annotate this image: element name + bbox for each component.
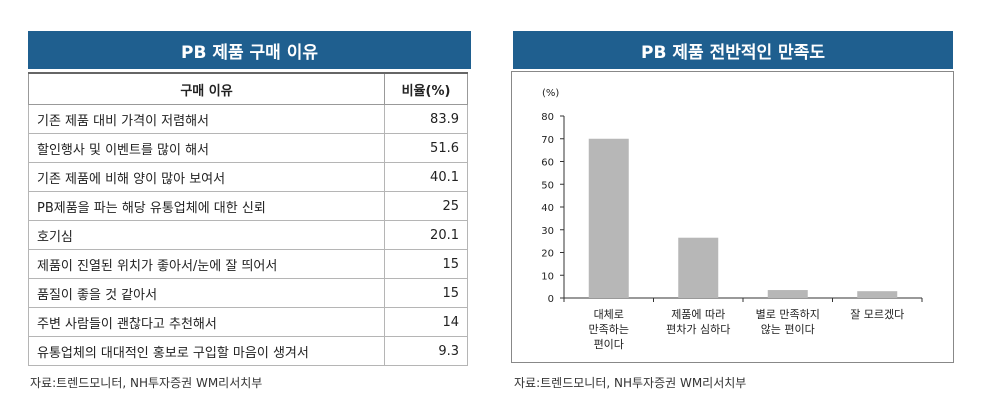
table-row: 유통업체의 대대적인 홍보로 구입할 마음이 생겨서 9.3 bbox=[28, 336, 468, 366]
purchase-reasons-title: PB 제품 구매 이유 bbox=[28, 31, 471, 69]
table-row: 기존 제품 대비 가격이 저렴해서 83.9 bbox=[28, 104, 468, 134]
ratio-cell: 83.9 bbox=[384, 104, 468, 134]
category-label: 별로 만족하지 bbox=[756, 307, 820, 321]
category-label: 잘 모르겠다 bbox=[850, 308, 904, 321]
reason-cell: 주변 사람들이 괜찮다고 추천해서 bbox=[28, 307, 385, 337]
category-label: 않는 편이다 bbox=[761, 323, 815, 336]
reason-cell: 품질이 좋을 것 같아서 bbox=[28, 278, 385, 308]
reason-cell: PB제품을 파는 해당 유통업체에 대한 신뢰 bbox=[28, 191, 385, 221]
reason-cell: 제품이 진열된 위치가 좋아서/눈에 잘 띄어서 bbox=[28, 249, 385, 279]
bar-0 bbox=[588, 138, 629, 298]
category-label: 대체로 bbox=[594, 308, 624, 321]
ratio-cell: 14 bbox=[384, 307, 468, 337]
y-unit-label: (%) bbox=[542, 88, 559, 99]
y-tick-label: 70 bbox=[541, 135, 554, 146]
left-source-note: 자료:트렌드모니터, NH투자증권 WM리서치부 bbox=[30, 376, 263, 390]
category-label: 제품에 따라 bbox=[671, 308, 725, 321]
y-tick-label: 80 bbox=[541, 112, 554, 123]
y-tick-label: 10 bbox=[541, 271, 554, 282]
ratio-cell: 15 bbox=[384, 249, 468, 279]
y-tick-label: 60 bbox=[541, 158, 554, 169]
y-tick-label: 0 bbox=[548, 294, 554, 305]
ratio-cell: 51.6 bbox=[384, 133, 468, 163]
ratio-column-header: 비율(%) bbox=[384, 72, 468, 105]
ratio-cell: 40.1 bbox=[384, 162, 468, 192]
reason-cell: 기존 제품에 비해 양이 많아 보여서 bbox=[28, 162, 385, 192]
right-source-note: 자료:트렌드모니터, NH투자증권 WM리서치부 bbox=[514, 376, 747, 390]
bar-1 bbox=[678, 237, 719, 298]
table-row: 주변 사람들이 괜찮다고 추천해서 14 bbox=[28, 307, 468, 337]
reason-cell: 할인행사 및 이벤트를 많이 해서 bbox=[28, 133, 385, 163]
ratio-cell: 25 bbox=[384, 191, 468, 221]
y-tick-label: 30 bbox=[541, 226, 554, 237]
table-row: 기존 제품에 비해 양이 많아 보여서 40.1 bbox=[28, 162, 468, 192]
category-label: 만족하는 bbox=[589, 322, 629, 336]
bar-2 bbox=[767, 290, 808, 298]
table-row: 호기심 20.1 bbox=[28, 220, 468, 250]
table-row: 제품이 진열된 위치가 좋아서/눈에 잘 띄어서 15 bbox=[28, 249, 468, 279]
purchase-reasons-table: 구매 이유 비율(%) 기존 제품 대비 가격이 저렴해서 83.9 할인행사 및 … bbox=[28, 72, 468, 366]
table-row: 할인행사 및 이벤트를 많이 해서 51.6 bbox=[28, 133, 468, 163]
ratio-cell: 20.1 bbox=[384, 220, 468, 250]
reason-cell: 유통업체의 대대적인 홍보로 구입할 마음이 생겨서 bbox=[28, 336, 385, 366]
category-label: 편차가 심하다 bbox=[666, 322, 730, 336]
y-tick-label: 40 bbox=[541, 203, 554, 214]
reason-cell: 호기심 bbox=[28, 220, 385, 250]
y-tick-label: 20 bbox=[541, 249, 554, 260]
ratio-cell: 15 bbox=[384, 278, 468, 308]
table-row: PB제품을 파는 해당 유통업체에 대한 신뢰 25 bbox=[28, 191, 468, 221]
reason-column-header: 구매 이유 bbox=[28, 72, 385, 105]
y-tick-label: 50 bbox=[541, 180, 554, 191]
bar-3 bbox=[857, 291, 898, 298]
satisfaction-chart-title: PB 제품 전반적인 만족도 bbox=[513, 31, 953, 69]
category-label: 편이다 bbox=[594, 338, 624, 351]
ratio-cell: 9.3 bbox=[384, 336, 468, 366]
reason-cell: 기존 제품 대비 가격이 저렴해서 bbox=[28, 104, 385, 134]
table-row: 품질이 좋을 것 같아서 15 bbox=[28, 278, 468, 308]
table-header-row: 구매 이유 비율(%) bbox=[28, 72, 468, 105]
